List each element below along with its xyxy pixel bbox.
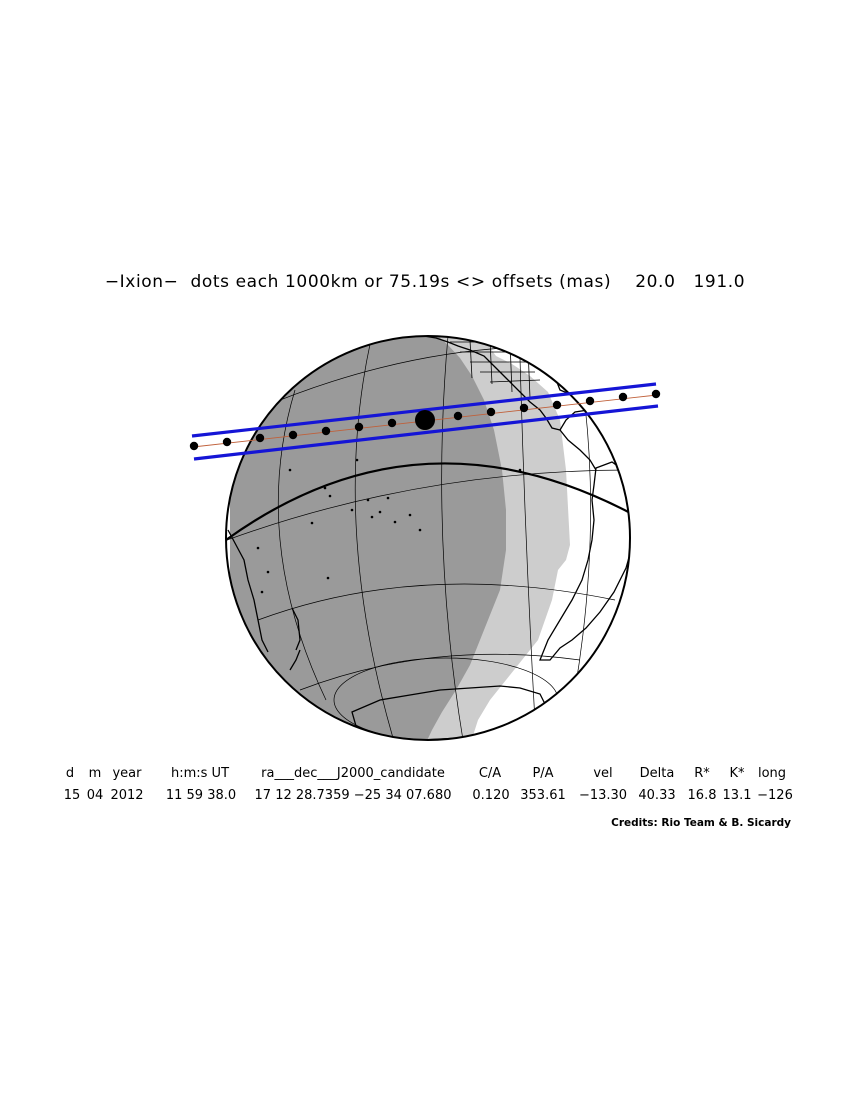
time-dot <box>585 396 595 406</box>
time-dot <box>189 441 199 451</box>
header-pa: P/A <box>532 766 554 781</box>
time-dot <box>321 426 331 436</box>
header-time: h:m:s UT <box>170 766 230 781</box>
equator-line <box>226 462 630 541</box>
time-dot <box>354 422 364 432</box>
time-dot <box>222 437 232 447</box>
header-vel: vel <box>593 766 613 781</box>
value-r-mag: 16.8 <box>687 788 717 803</box>
value-pa: 353.61 <box>520 788 566 803</box>
value-month: 04 <box>86 788 104 803</box>
value-vel: −13.30 <box>578 788 628 803</box>
header-month: m <box>88 766 102 781</box>
shadow-north-limit <box>191 382 657 438</box>
header-r-mag: R* <box>694 766 710 781</box>
credits-text: Credits: Rio Team & B. Sicardy <box>611 817 791 829</box>
header-k-mag: K* <box>729 766 745 781</box>
header-ca: C/A <box>478 766 502 781</box>
value-long: −126 <box>757 788 793 803</box>
value-coordinates: 17 12 28.7359 −25 34 07.680 <box>254 788 452 803</box>
value-delta: 40.33 <box>638 788 676 803</box>
time-dot <box>453 411 463 421</box>
header-delta: Delta <box>639 766 675 781</box>
chart-title: −Ixion− dots each 1000km or 75.19s <> of… <box>104 272 746 292</box>
shadow-south-limit <box>193 404 659 461</box>
value-year: 2012 <box>110 788 144 803</box>
time-dot <box>519 403 529 413</box>
table-value-row: 15 04 2012 11 59 38.0 17 12 28.7359 −25 … <box>0 788 850 808</box>
value-day: 15 <box>63 788 81 803</box>
value-ca: 0.120 <box>472 788 510 803</box>
pacific-islands <box>256 458 522 594</box>
time-dot <box>486 407 496 417</box>
time-dot <box>552 400 562 410</box>
value-k-mag: 13.1 <box>722 788 752 803</box>
closest-approach-dot <box>415 410 435 430</box>
time-dot <box>387 418 397 428</box>
globe-outline <box>225 335 631 741</box>
time-dots <box>189 389 661 451</box>
header-year: year <box>112 766 142 781</box>
header-day: d <box>65 766 75 781</box>
time-dot <box>618 392 628 402</box>
header-long: long <box>757 766 787 781</box>
time-dot <box>288 430 298 440</box>
time-dot <box>255 433 265 443</box>
table-header-row: d m year h:m:s UT ra___dec___J2000_candi… <box>0 766 850 786</box>
value-time: 11 59 38.0 <box>165 788 237 803</box>
graticule-meridians <box>277 336 591 740</box>
header-coordinates: ra___dec___J2000_candidate <box>261 766 445 781</box>
time-dot <box>651 389 661 399</box>
